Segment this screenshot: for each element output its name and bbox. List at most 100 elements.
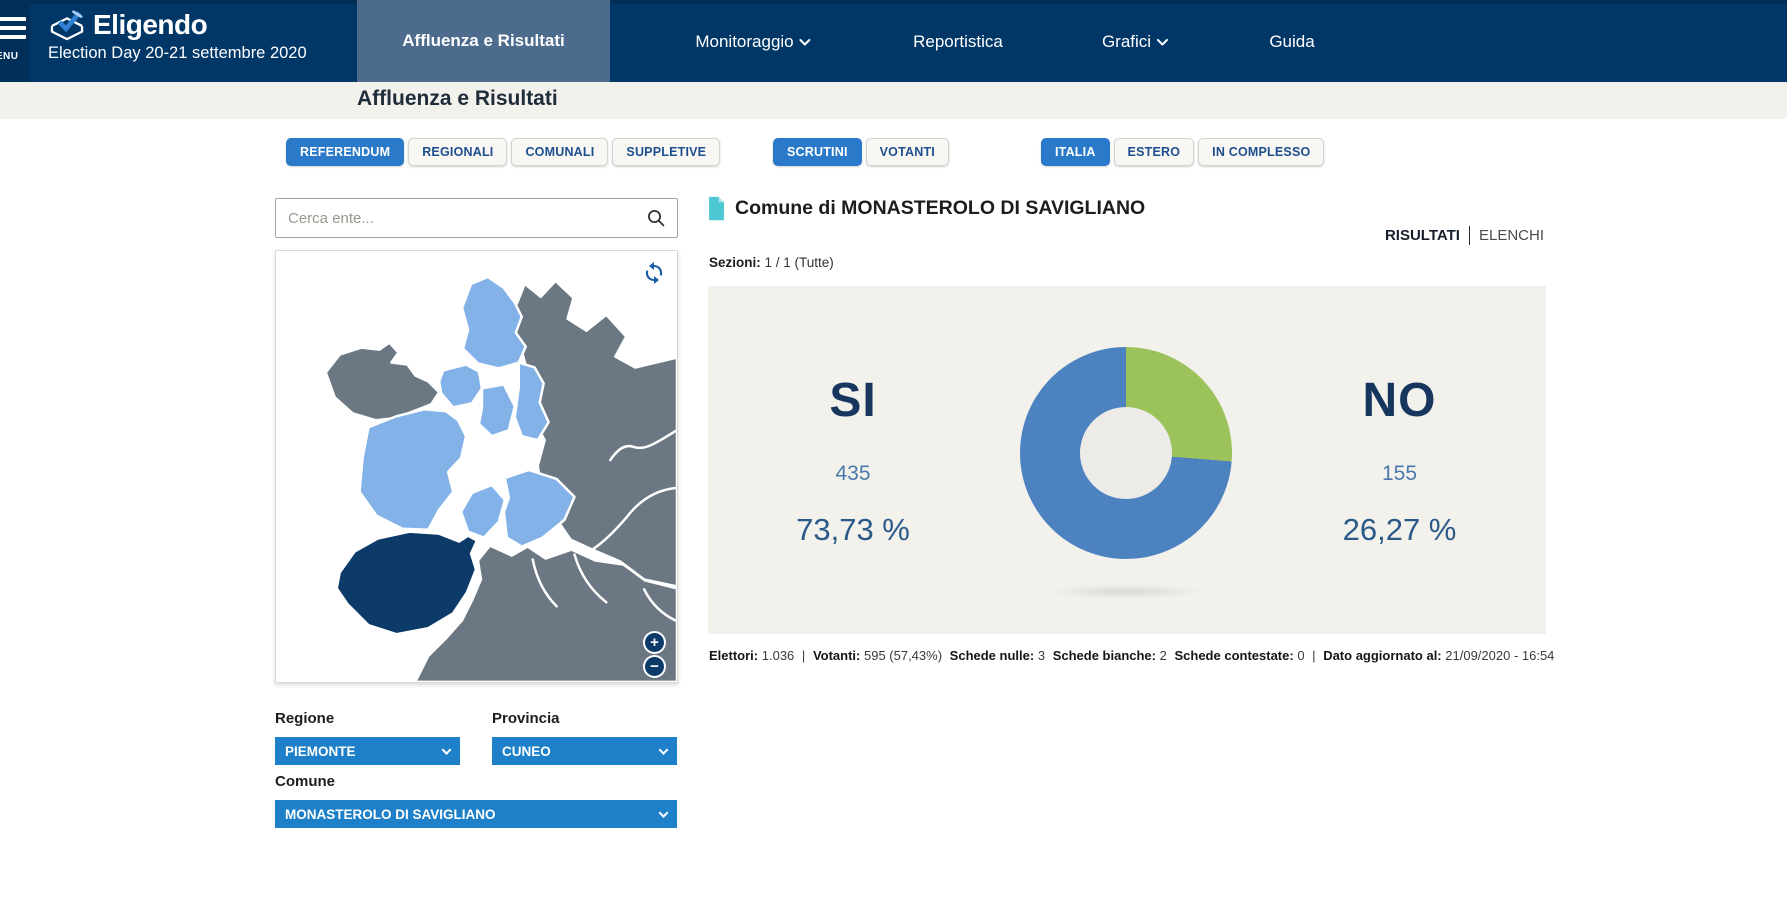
stat-value: 3 [1037,648,1046,663]
hamburger-icon [0,17,26,44]
si-percent: 73,73 % [796,511,910,547]
filter-toolbar: REFERENDUM REGIONALI COMUNALI SUPPLETIVE… [0,138,1787,166]
nav-item-monitoraggio[interactable]: Monitoraggio [695,32,811,52]
button-regionali[interactable]: REGIONALI [408,138,508,166]
nav-label: Monitoraggio [695,32,794,51]
regione-label: Regione [275,710,335,727]
tab-affluenza-risultati[interactable]: Affluenza e Risultati [357,0,610,82]
menu-label: MENU [0,51,19,62]
map-province-cuneo-selected[interactable] [335,530,479,636]
sezioni-value: 1 / 1 (Tutte) [764,255,834,270]
stat-label: Elettori: [709,648,759,663]
no-percent: 26,27 % [1342,511,1457,547]
nav-label: Grafici [1101,32,1152,51]
stat-divider: | [1312,648,1316,663]
stat-divider: | [801,648,806,663]
region-map[interactable]: + − [275,250,678,683]
stat-label: Schede nulle: [949,648,1035,663]
map-zoom-out-button[interactable]: − [645,657,664,676]
refresh-icon [645,262,663,284]
button-suppletive[interactable]: SUPPLETIVE [612,138,721,166]
map-province[interactable] [437,363,484,409]
stat-label: Schede contestate: [1174,648,1294,663]
top-header: MENU Eligendo Election Day 20-21 settemb… [0,0,1787,82]
donut-hole [1080,407,1172,499]
button-scrutini[interactable]: SCRUTINI [773,138,862,166]
nav-item-guida[interactable]: Guida [1269,32,1314,52]
stat-label: Votanti: [812,648,861,663]
results-title: Comune di MONASTEROLO DI SAVIGLIANO [735,197,1146,219]
map-zoom-in-button[interactable]: + [645,633,664,652]
stat-value: 595 (57,43%) [863,648,943,663]
button-italia[interactable]: ITALIA [1041,138,1110,166]
stat-value: 1.036 [761,648,795,663]
provincia-select[interactable]: CUNEO [492,737,677,765]
search-button[interactable] [635,199,677,237]
button-in-complesso[interactable]: IN COMPLESSO [1198,138,1325,166]
chevron-down-icon [1157,38,1169,45]
si-count: 435 [835,461,871,485]
regione-select[interactable]: PIEMONTE [275,737,460,765]
chevron-down-icon [799,38,811,45]
stat-value: 2 [1159,648,1167,663]
view-mode-group: SCRUTINI VOTANTI [773,138,949,166]
donut-chart [1020,347,1232,559]
comune-label: Comune [275,773,335,790]
button-votanti[interactable]: VOTANTI [865,138,949,166]
results-panel: SI 435 73,73 % NO 155 26,27 % [708,286,1546,634]
subheader-strip: Affluenza e Risultati [0,82,1787,119]
button-referendum[interactable]: REFERENDUM [286,138,405,166]
document-icon [709,196,724,221]
no-count: 155 [1381,461,1418,485]
map-neighbor-region[interactable] [324,341,441,422]
results-main: Comune di MONASTEROLO DI SAVIGLIANO RISU… [708,196,1554,676]
eligendo-logo[interactable]: Eligendo Election Day 20-21 settembre 20… [48,9,307,63]
search-box [275,198,678,238]
stat-label: Dato aggiornato al: [1323,648,1442,663]
si-column: SI 435 73,73 % [708,286,998,634]
stat-value: 0 [1297,648,1305,663]
stat-value: 21/09/2020 - 16:54 [1445,648,1555,663]
sidebar: + − Regione PIEMONTE Provincia CUNEO [275,198,678,828]
tab-divider [1468,226,1470,245]
donut-shadow [1046,584,1206,599]
nav-item-reportistica[interactable]: Reportistica [913,32,1003,52]
map-province[interactable] [477,383,517,438]
piemonte-map-svg [324,275,677,682]
sezioni-line: Sezioni: 1 / 1 (Tutte) [709,255,834,270]
no-column: NO 155 26,27 % [1253,286,1546,634]
logo-text: Eligendo [93,9,208,40]
provincia-label: Provincia [492,710,560,727]
search-icon [648,210,665,227]
event-subtitle: Election Day 20-21 settembre 2020 [48,44,307,62]
page-title: Affluenza e Risultati [357,87,558,110]
view-tabs: RISULTATI ELENCHI [1385,226,1544,245]
geo-selects: Regione PIEMONTE Provincia CUNEO Com [275,710,678,828]
search-input[interactable] [276,209,635,227]
map-refresh-button[interactable] [641,261,667,287]
stats-bar: Elettori: 1.036 | Votanti: 595 (57,43%) … [709,648,1558,663]
button-comunali[interactable]: COMUNALI [511,138,609,166]
map-province[interactable] [460,275,527,370]
sezioni-label: Sezioni: [709,255,761,270]
nav-label: Reportistica [913,32,1003,51]
si-label: SI [829,373,877,427]
tab-risultati[interactable]: RISULTATI [1384,227,1460,244]
stat-label: Schede bianche: [1052,648,1156,663]
map-province[interactable] [513,361,550,442]
button-estero[interactable]: ESTERO [1113,138,1195,166]
map-neighbor-region[interactable] [414,544,677,682]
election-type-group: REFERENDUM REGIONALI COMUNALI SUPPLETIVE [286,138,721,166]
area-group: ITALIA ESTERO IN COMPLESSO [1041,138,1325,166]
comune-select[interactable]: MONASTEROLO DI SAVIGLIANO [275,800,677,828]
no-label: NO [1362,373,1437,427]
map-province[interactable] [502,468,576,548]
eligendo-logo-icon [50,10,84,41]
nav-label: Guida [1269,32,1315,51]
nav-item-grafici[interactable]: Grafici [1101,32,1169,52]
map-province[interactable] [459,483,507,539]
map-province[interactable] [358,408,468,531]
menu-button[interactable]: MENU [0,0,30,82]
tab-elenchi[interactable]: ELENCHI [1478,227,1544,244]
